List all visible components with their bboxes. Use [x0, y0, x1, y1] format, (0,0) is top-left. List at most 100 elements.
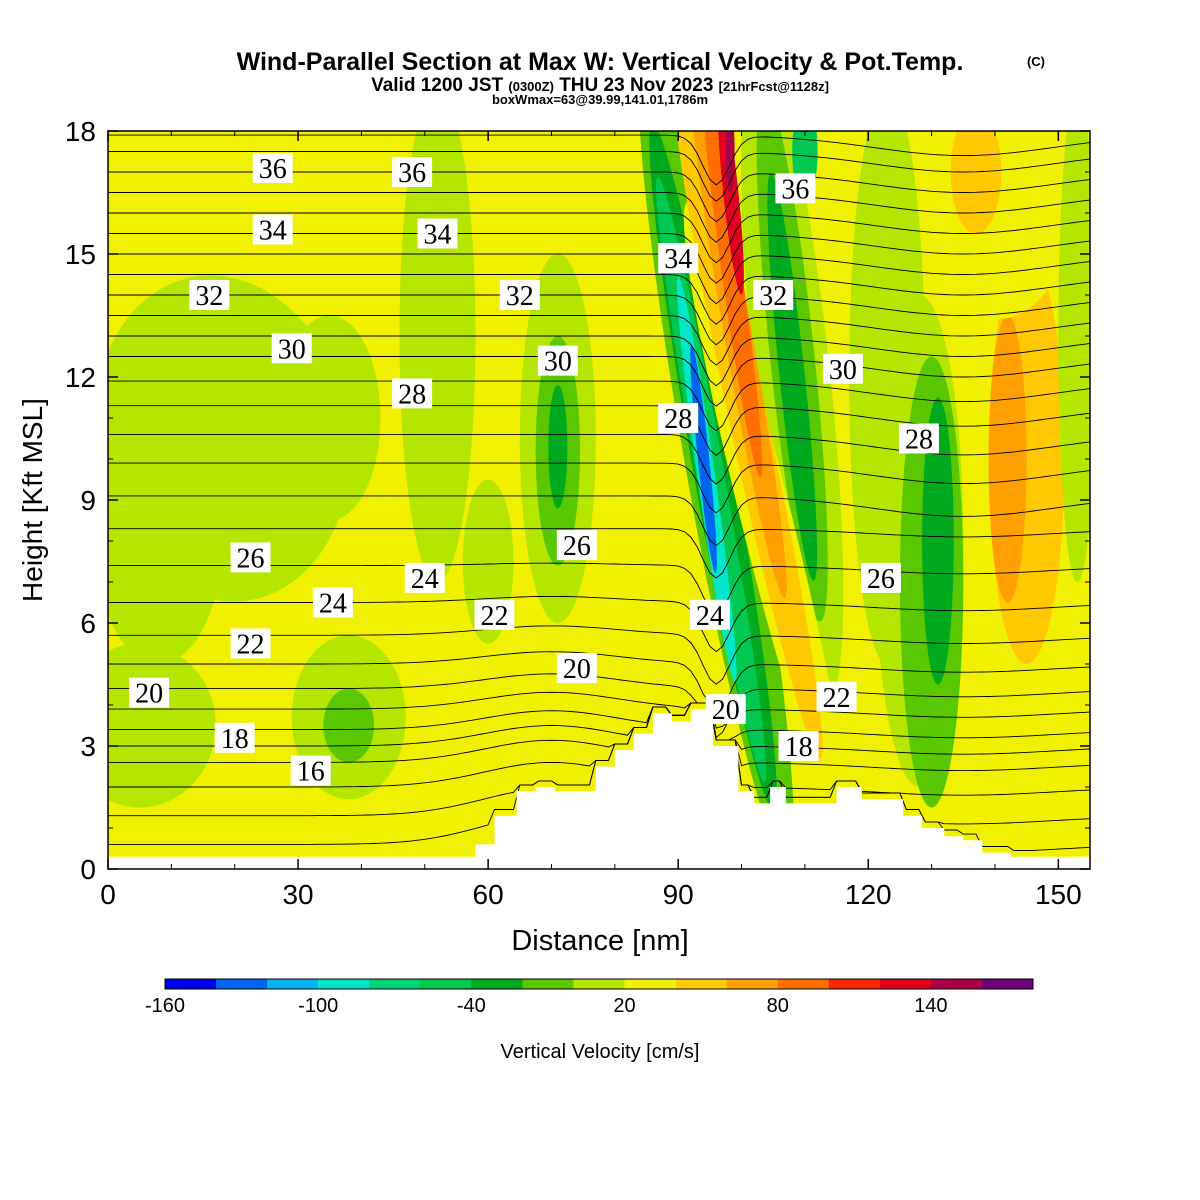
colorbar-label: Vertical Velocity [cm/s]	[501, 1041, 700, 1063]
isentrope-line	[108, 595, 1090, 653]
isentrope-line	[108, 356, 1090, 407]
terrain-mask	[108, 709, 1090, 869]
contour-label: 26	[556, 530, 597, 562]
contour-label: 28	[658, 403, 699, 435]
contour-label-box	[214, 722, 255, 753]
contour-label-text: 36	[781, 174, 809, 205]
contour-labels: 36 36 36 34 34 34 32 32 32 30 30 30 28 28 28 26 26 26 24 24…	[129, 152, 939, 788]
contour-label-text: 36	[398, 158, 426, 189]
contour-label-text: 36	[259, 154, 287, 185]
colorbar-swatch	[216, 979, 268, 989]
contour-label-text: 28	[905, 425, 933, 456]
contour-label-text: 22	[237, 630, 265, 661]
y-tick-label: 0	[80, 854, 96, 885]
contour-label-text: 34	[259, 215, 287, 246]
x-tick-label: 120	[845, 879, 892, 910]
contour-label-text: 24	[696, 601, 724, 632]
isentrope-line	[108, 462, 1090, 514]
colorbar-swatch	[879, 979, 932, 989]
contour-label-box	[775, 173, 816, 204]
velocity-region	[326, 131, 371, 267]
contour-label: 28	[392, 378, 433, 410]
contour-label-box	[474, 599, 515, 630]
colorbar-tick-label: -160	[145, 995, 185, 1017]
colorbar-swatch	[828, 979, 881, 989]
y-tick-label: 15	[65, 239, 96, 270]
contour-label: 24	[404, 562, 445, 595]
box-wmax-subtitle: boxWmax=63@39.99,141.01,1786m	[492, 92, 708, 107]
isentrope-line	[108, 294, 1090, 346]
contour-label: 22	[230, 628, 271, 661]
isentrope-line	[108, 335, 1090, 387]
velocity-region	[767, 173, 818, 581]
contour-label: 36	[252, 152, 293, 185]
contour-label: 28	[898, 423, 939, 456]
velocity-region	[717, 131, 744, 295]
contour-label-text: 26	[867, 564, 895, 595]
y-tick-label: 6	[80, 608, 96, 639]
isentrope-line	[108, 274, 1090, 325]
contour-label-text: 34	[423, 220, 451, 251]
colorbar-swatch	[777, 979, 830, 989]
colorbar-swatch	[471, 979, 523, 989]
contour-label: 16	[290, 755, 331, 788]
chart-title: Wind-Parallel Section at Max W: Vertical…	[237, 48, 964, 76]
isentrope-line	[108, 134, 1090, 186]
x-tick-label: 30	[282, 879, 313, 910]
velocity-region	[690, 344, 717, 574]
forecast-info: [21hrFcst@1128z]	[719, 79, 829, 94]
contour-label-text: 18	[221, 724, 249, 755]
contour-label-box	[392, 157, 433, 187]
contour-label: 36	[775, 173, 816, 205]
colorbar-swatch	[675, 979, 728, 989]
contour-label-box	[499, 280, 540, 310]
valid-utc: (0300Z)	[508, 79, 554, 94]
contour-label-box	[392, 378, 433, 409]
velocity-region	[279, 315, 381, 521]
contour-label: 30	[822, 353, 863, 386]
colorbar-tick-label: 20	[613, 995, 635, 1017]
contour-label-text: 22	[480, 601, 508, 632]
velocity-region	[589, 131, 615, 316]
contour-label-box	[537, 345, 578, 376]
contour-label-box	[556, 653, 597, 684]
colorbar-tick-label: 80	[767, 995, 789, 1017]
valid-time-line: Valid 1200 JST (0300Z) THU 23 Nov 2023 […	[371, 75, 829, 96]
colorbar-swatch	[624, 979, 677, 989]
y-tick-label: 9	[80, 485, 96, 516]
contour-label-box	[658, 243, 699, 274]
contour-label-box	[705, 694, 746, 725]
contour-label-text: 32	[195, 281, 223, 312]
velocity-region	[950, 131, 1002, 234]
y-axis: 0 36 9 12 15 18	[65, 116, 1090, 885]
contour-label: 34	[252, 214, 293, 246]
valid-prefix: Valid 1200 JST	[371, 75, 503, 96]
colorbar-tick-label: -40	[457, 995, 486, 1017]
colorbar-swatch	[930, 979, 983, 989]
contour-label-box	[252, 214, 293, 245]
contour-label: 20	[129, 677, 170, 710]
contour-label-box	[689, 599, 730, 630]
isentrope-line	[108, 528, 1090, 579]
colorbar-tick-label: 140	[914, 995, 947, 1017]
contour-label-box	[753, 280, 794, 310]
contour-label: 32	[753, 280, 794, 312]
y-tick-label: 12	[65, 362, 96, 393]
x-axis-label: Distance [nm]	[511, 925, 688, 957]
contour-label-box	[556, 530, 597, 561]
contour-label: 20	[556, 653, 597, 685]
contour-label: 18	[778, 731, 819, 763]
colorbar-swatch	[573, 979, 626, 989]
contour-label-box	[252, 152, 293, 183]
copyright-mark: (C)	[1027, 54, 1045, 69]
contour-label-text: 26	[237, 543, 265, 574]
contour-label-box	[816, 681, 857, 712]
contour-label-box	[230, 542, 271, 573]
contour-label-box	[822, 353, 863, 384]
contour-label: 22	[474, 599, 515, 632]
isentrope-line	[108, 212, 1090, 264]
contour-label-text: 20	[563, 654, 591, 685]
contour-label: 18	[214, 722, 255, 755]
contour-label: 30	[271, 333, 312, 365]
